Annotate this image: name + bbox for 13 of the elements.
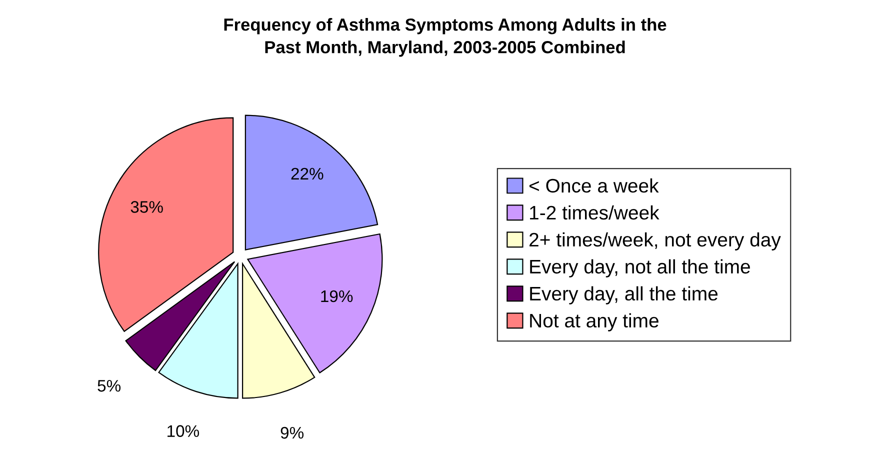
data-label: 19% — [321, 290, 353, 302]
legend-label: Not at any time — [530, 313, 658, 332]
data-label: 5% — [98, 380, 121, 392]
legend-label: Every day, not all the time — [530, 259, 750, 278]
legend-label: 1-2 times/week — [530, 205, 660, 220]
legend-label: Every day, all the time — [530, 286, 718, 304]
legend-label: 2+ times/week, not every day — [530, 232, 781, 250]
data-label: 10% — [168, 425, 200, 437]
data-label: 35% — [130, 201, 163, 213]
chart-title: Frequency of Asthma Symptoms Among Adults in the Past Month, Maryland, 2003-2005 Combined — [224, 18, 666, 57]
legend-label: < Once a week — [530, 178, 659, 193]
data-label: 9% — [280, 426, 304, 439]
data-label: 22% — [291, 168, 324, 180]
